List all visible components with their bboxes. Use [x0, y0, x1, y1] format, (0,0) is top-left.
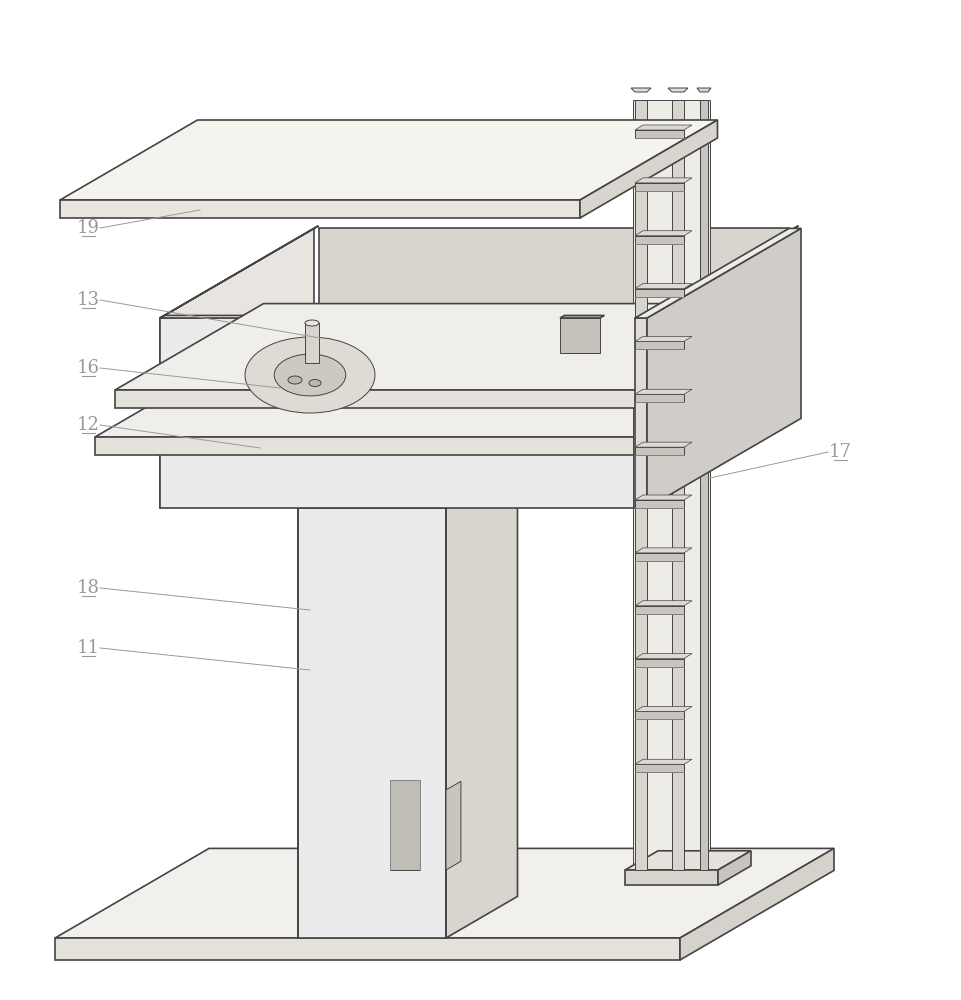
Polygon shape	[298, 466, 518, 508]
Polygon shape	[60, 120, 718, 200]
Polygon shape	[298, 508, 446, 938]
Polygon shape	[650, 351, 799, 455]
Polygon shape	[160, 226, 318, 318]
Polygon shape	[647, 228, 801, 508]
Polygon shape	[633, 100, 710, 870]
Polygon shape	[160, 318, 640, 508]
Polygon shape	[60, 200, 580, 218]
Polygon shape	[635, 553, 684, 561]
Polygon shape	[635, 228, 801, 318]
Text: 18: 18	[77, 579, 100, 597]
Polygon shape	[668, 88, 688, 92]
Polygon shape	[635, 231, 692, 236]
Polygon shape	[640, 226, 799, 318]
Polygon shape	[390, 780, 420, 870]
Polygon shape	[672, 100, 684, 870]
Ellipse shape	[274, 354, 346, 396]
Polygon shape	[635, 495, 692, 500]
Text: 19: 19	[77, 219, 100, 237]
Polygon shape	[55, 848, 834, 938]
Ellipse shape	[309, 379, 321, 386]
Polygon shape	[631, 88, 651, 92]
Polygon shape	[95, 437, 650, 455]
Polygon shape	[560, 315, 604, 318]
Polygon shape	[718, 851, 751, 885]
Text: 17: 17	[828, 443, 851, 461]
Polygon shape	[635, 318, 647, 508]
Polygon shape	[115, 390, 645, 408]
Polygon shape	[446, 781, 461, 870]
Polygon shape	[446, 466, 518, 938]
Polygon shape	[160, 228, 314, 508]
Polygon shape	[95, 351, 799, 437]
Polygon shape	[635, 341, 684, 349]
Polygon shape	[635, 394, 684, 402]
Polygon shape	[635, 706, 692, 711]
Polygon shape	[305, 323, 319, 363]
Text: 11: 11	[77, 639, 100, 657]
Polygon shape	[635, 548, 692, 553]
Polygon shape	[635, 183, 684, 191]
Polygon shape	[635, 389, 692, 394]
Polygon shape	[635, 606, 684, 614]
Ellipse shape	[288, 376, 302, 384]
Polygon shape	[625, 851, 751, 870]
Polygon shape	[580, 120, 718, 218]
Polygon shape	[560, 318, 600, 353]
Polygon shape	[635, 447, 684, 455]
Polygon shape	[680, 848, 834, 960]
Polygon shape	[635, 100, 647, 870]
Text: 12: 12	[77, 416, 99, 434]
Polygon shape	[319, 228, 789, 418]
Polygon shape	[635, 764, 684, 772]
Polygon shape	[635, 442, 692, 447]
Polygon shape	[640, 228, 794, 508]
Polygon shape	[635, 336, 692, 341]
Polygon shape	[635, 236, 684, 244]
Polygon shape	[652, 360, 682, 458]
Polygon shape	[697, 88, 711, 92]
Polygon shape	[168, 413, 781, 500]
Polygon shape	[635, 289, 684, 297]
Polygon shape	[55, 938, 680, 960]
Ellipse shape	[245, 337, 375, 413]
Polygon shape	[700, 100, 708, 870]
Polygon shape	[165, 415, 786, 503]
Polygon shape	[635, 178, 692, 183]
Polygon shape	[645, 304, 794, 408]
Polygon shape	[160, 315, 645, 318]
Ellipse shape	[305, 320, 319, 326]
Polygon shape	[115, 304, 794, 390]
Polygon shape	[635, 659, 684, 667]
Polygon shape	[635, 711, 684, 719]
Text: 16: 16	[77, 359, 100, 377]
Polygon shape	[635, 125, 692, 130]
Polygon shape	[635, 759, 692, 764]
Polygon shape	[635, 284, 692, 289]
Polygon shape	[635, 654, 692, 659]
Polygon shape	[635, 601, 692, 606]
Polygon shape	[635, 130, 684, 138]
Text: 13: 13	[77, 291, 100, 309]
Polygon shape	[635, 500, 684, 508]
Polygon shape	[625, 870, 718, 885]
